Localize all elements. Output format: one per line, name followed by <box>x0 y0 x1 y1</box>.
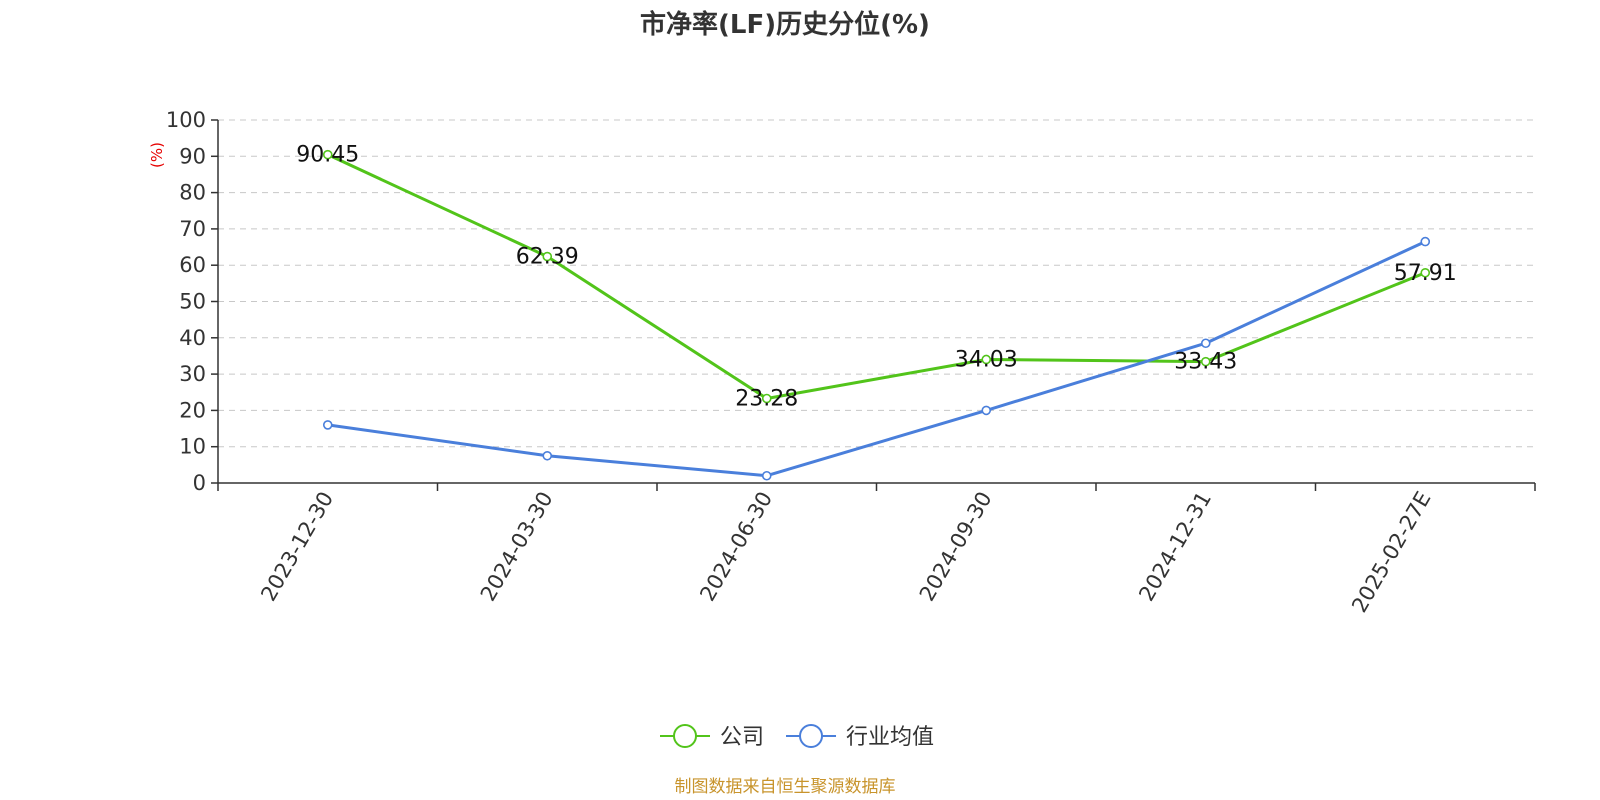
data-point <box>542 450 553 461</box>
y-tick-label: 30 <box>179 362 206 386</box>
y-tick-label: 80 <box>179 181 206 205</box>
x-tick-label: 2025-02-27E <box>1347 488 1435 617</box>
data-labels: 90.45 62.39 23.28 34.03 33.43 57.91 <box>296 143 1456 412</box>
series-line <box>327 240 1426 478</box>
data-point <box>322 149 333 160</box>
data-point <box>322 420 333 430</box>
x-tick-label: 2024-03-30 <box>476 488 558 606</box>
data-label: 90.45 <box>296 143 359 168</box>
data-label: 57.91 <box>1394 261 1457 286</box>
data-point <box>981 354 992 365</box>
x-tick-label: 2024-09-30 <box>915 488 997 606</box>
data-point <box>761 393 772 404</box>
series-lines <box>322 149 1431 481</box>
data-point <box>1200 338 1211 349</box>
legend-label: 行业均值 <box>846 725 934 750</box>
source-note: 制图数据来自恒生聚源数据库 <box>675 777 896 797</box>
y-tick-label: 0 <box>193 471 206 495</box>
data-point <box>761 470 772 481</box>
y-tick-label: 90 <box>179 144 206 168</box>
y-tick-label: 20 <box>179 398 206 422</box>
data-point <box>981 405 992 416</box>
series-line <box>327 153 1426 400</box>
legend-label: 公司 <box>720 725 764 750</box>
data-label: 62.39 <box>516 245 579 270</box>
data-label: 34.03 <box>955 347 1018 372</box>
y-tick-label: 10 <box>179 435 206 459</box>
legend: 公司 行业均值 <box>660 724 934 750</box>
y-tick-label: 50 <box>179 290 206 314</box>
data-point <box>1420 267 1431 278</box>
legend-marker <box>673 724 697 748</box>
axes: 0 10 20 30 40 50 60 70 80 90 100 2023-12-30 2024-03-… <box>166 108 1536 617</box>
y-tick-label: 100 <box>166 108 206 132</box>
data-label: 23.28 <box>735 386 798 411</box>
data-point <box>1200 356 1211 367</box>
data-label: 33.43 <box>1174 350 1237 375</box>
x-tick-label: 2024-06-30 <box>695 488 777 606</box>
y-tick-label: 40 <box>179 326 206 350</box>
x-tick-label: 2024-12-31 <box>1134 488 1216 606</box>
y-axis-unit: (%) <box>148 142 166 168</box>
legend-marker <box>799 724 824 748</box>
x-tick-label: 2023-12-30 <box>256 488 338 606</box>
y-tick-label: 60 <box>179 253 206 277</box>
data-point <box>542 251 553 262</box>
chart-title: 市净率(LF)历史分位(%) <box>640 9 930 40</box>
data-point <box>1420 236 1431 247</box>
y-tick-label: 70 <box>179 217 206 241</box>
